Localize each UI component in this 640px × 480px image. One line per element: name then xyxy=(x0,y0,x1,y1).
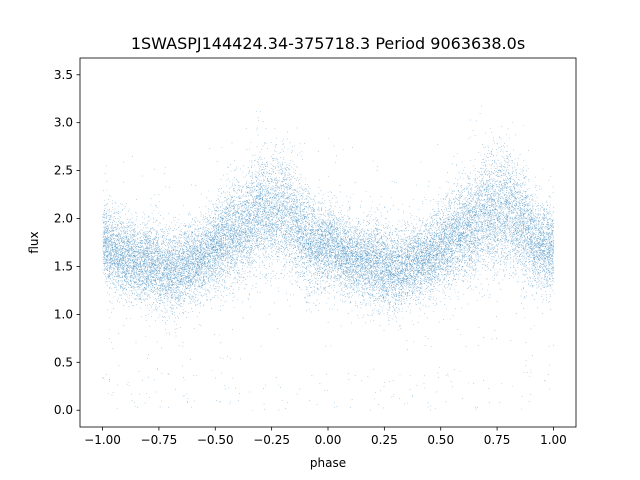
x-tick-label: 0.00 xyxy=(315,433,342,447)
y-tick-label: 2.0 xyxy=(54,212,73,226)
y-axis-label: flux xyxy=(27,231,41,253)
y-tick-label: 0.5 xyxy=(54,355,73,369)
x-tick-label: −1.00 xyxy=(84,433,121,447)
chart-title: 1SWASPJ144424.34-375718.3 Period 9063638… xyxy=(131,34,525,53)
x-tick-label: 0.75 xyxy=(484,433,511,447)
y-tick-label: 0.0 xyxy=(54,403,73,417)
x-tick-label: 0.25 xyxy=(371,433,398,447)
x-axis: −1.00 −0.75 −0.50 −0.25 0.00 0.25 0.50 0.75 1.00 xyxy=(84,427,567,447)
y-tick-label: 1.5 xyxy=(54,259,73,273)
x-tick-label: −0.75 xyxy=(141,433,178,447)
x-axis-label: phase xyxy=(310,456,346,470)
y-axis: 0.0 0.5 1.0 1.5 2.0 2.5 3.0 3.5 xyxy=(54,68,80,417)
flux-points xyxy=(102,105,554,411)
y-tick-label: 1.0 xyxy=(54,307,73,321)
y-tick-label: 2.5 xyxy=(54,164,73,178)
x-tick-label: 1.00 xyxy=(540,433,567,447)
x-tick-label: 0.50 xyxy=(427,433,454,447)
y-tick-label: 3.0 xyxy=(54,116,73,130)
x-tick-label: −0.25 xyxy=(253,433,290,447)
x-tick-label: −0.50 xyxy=(197,433,234,447)
data-points xyxy=(102,105,554,411)
y-tick-label: 3.5 xyxy=(54,68,73,82)
